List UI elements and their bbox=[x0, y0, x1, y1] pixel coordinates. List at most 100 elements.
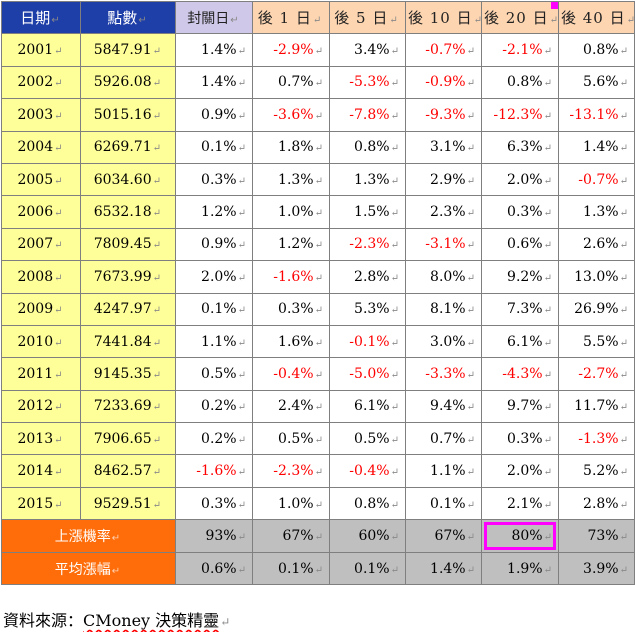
return-cell[interactable]: 0.7%↵ bbox=[252, 65, 330, 100]
points-cell[interactable]: 6034.60↵ bbox=[80, 162, 176, 197]
return-cell[interactable]: -0.1%↵ bbox=[329, 324, 406, 359]
return-cell[interactable]: 1.0%↵ bbox=[252, 195, 330, 229]
summary-cell[interactable]: 60%↵ bbox=[329, 519, 406, 553]
return-cell[interactable]: -2.3%↵ bbox=[252, 454, 330, 488]
points-cell[interactable]: 7233.69↵ bbox=[80, 389, 176, 424]
return-cell[interactable]: -2.7%↵ bbox=[558, 357, 635, 391]
year-cell[interactable]: 2002↵ bbox=[1, 65, 81, 100]
return-cell[interactable]: -7.8%↵ bbox=[329, 98, 406, 132]
return-cell[interactable]: 2.9%↵ bbox=[405, 162, 482, 197]
points-cell[interactable]: 4247.97↵ bbox=[80, 292, 176, 326]
return-cell[interactable]: 9.4%↵ bbox=[405, 389, 482, 424]
return-cell[interactable]: 1.8%↵ bbox=[252, 130, 330, 164]
return-cell[interactable]: 1.4%↵ bbox=[558, 130, 635, 164]
points-cell[interactable]: 6269.71↵ bbox=[80, 130, 176, 164]
return-cell[interactable]: -3.6%↵ bbox=[252, 98, 330, 132]
return-cell[interactable]: 3.1%↵ bbox=[405, 130, 482, 164]
year-cell[interactable]: 2005↵ bbox=[1, 162, 81, 197]
return-cell[interactable]: 2.0%↵ bbox=[175, 260, 253, 294]
return-cell[interactable]: 0.5%↵ bbox=[175, 357, 253, 391]
points-cell[interactable]: 7906.65↵ bbox=[80, 422, 176, 456]
return-cell[interactable]: 0.3%↵ bbox=[481, 422, 559, 456]
return-cell[interactable]: -1.6%↵ bbox=[175, 454, 253, 488]
return-cell[interactable]: 1.3%↵ bbox=[558, 195, 635, 229]
return-cell[interactable]: 3.0%↵ bbox=[405, 324, 482, 359]
return-cell[interactable]: 0.3%↵ bbox=[175, 486, 253, 521]
return-cell[interactable]: 11.7%↵ bbox=[558, 389, 635, 424]
return-cell[interactable]: 1.2%↵ bbox=[175, 195, 253, 229]
return-cell[interactable]: 7.3%↵ bbox=[481, 292, 559, 326]
year-cell[interactable]: 2015↵ bbox=[1, 486, 81, 521]
points-cell[interactable]: 7809.45↵ bbox=[80, 227, 176, 262]
return-cell[interactable]: 9.7%↵ bbox=[481, 389, 559, 424]
points-cell[interactable]: 8462.57↵ bbox=[80, 454, 176, 488]
return-cell[interactable]: 0.8%↵ bbox=[329, 486, 406, 521]
header-after-40[interactable]: 後 40 日↵ bbox=[558, 0, 635, 35]
points-cell[interactable]: 7441.84↵ bbox=[80, 324, 176, 359]
header-after-20[interactable]: 後 20 日↵ bbox=[481, 0, 559, 35]
return-cell[interactable]: 5.3%↵ bbox=[329, 292, 406, 326]
return-cell[interactable]: 26.9%↵ bbox=[558, 292, 635, 326]
header-after-1[interactable]: 後 1 日↵ bbox=[252, 0, 330, 35]
summary-cell[interactable]: 0.1%↵ bbox=[329, 551, 406, 586]
return-cell[interactable]: 0.3%↵ bbox=[252, 292, 330, 326]
return-cell[interactable]: 0.3%↵ bbox=[175, 162, 253, 197]
return-cell[interactable]: 0.1%↵ bbox=[405, 486, 482, 521]
return-cell[interactable]: -2.1%↵ bbox=[481, 33, 559, 67]
return-cell[interactable]: 2.8%↵ bbox=[558, 486, 635, 521]
year-cell[interactable]: 2012↵ bbox=[1, 389, 81, 424]
summary-label[interactable]: 上漲機率↵ bbox=[1, 519, 176, 553]
return-cell[interactable]: 0.1%↵ bbox=[175, 292, 253, 326]
return-cell[interactable]: 1.2%↵ bbox=[252, 227, 330, 262]
return-cell[interactable]: -4.3%↵ bbox=[481, 357, 559, 391]
return-cell[interactable]: -9.3%↵ bbox=[405, 98, 482, 132]
return-cell[interactable]: 6.1%↵ bbox=[481, 324, 559, 359]
return-cell[interactable]: 2.1%↵ bbox=[481, 486, 559, 521]
year-cell[interactable]: 2010↵ bbox=[1, 324, 81, 359]
return-cell[interactable]: 0.2%↵ bbox=[175, 422, 253, 456]
highlighted-summary-cell[interactable]: 80%↵ bbox=[481, 519, 559, 553]
return-cell[interactable]: 5.6%↵ bbox=[558, 65, 635, 100]
return-cell[interactable]: 6.1%↵ bbox=[329, 389, 406, 424]
summary-cell[interactable]: 1.9%↵ bbox=[481, 551, 559, 586]
return-cell[interactable]: -5.0%↵ bbox=[329, 357, 406, 391]
return-cell[interactable]: -5.3%↵ bbox=[329, 65, 406, 100]
return-cell[interactable]: 2.0%↵ bbox=[481, 454, 559, 488]
return-cell[interactable]: 0.9%↵ bbox=[175, 98, 253, 132]
summary-cell[interactable]: 67%↵ bbox=[252, 519, 330, 553]
points-cell[interactable]: 6532.18↵ bbox=[80, 195, 176, 229]
return-cell[interactable]: -2.9%↵ bbox=[252, 33, 330, 67]
return-cell[interactable]: -13.1%↵ bbox=[558, 98, 635, 132]
return-cell[interactable]: 6.3%↵ bbox=[481, 130, 559, 164]
year-cell[interactable]: 2006↵ bbox=[1, 195, 81, 229]
return-cell[interactable]: 1.4%↵ bbox=[175, 65, 253, 100]
summary-cell[interactable]: 0.1%↵ bbox=[252, 551, 330, 586]
return-cell[interactable]: -0.7%↵ bbox=[558, 162, 635, 197]
summary-cell[interactable]: 93%↵ bbox=[175, 519, 253, 553]
return-cell[interactable]: 1.3%↵ bbox=[329, 162, 406, 197]
return-cell[interactable]: 0.6%↵ bbox=[481, 227, 559, 262]
points-cell[interactable]: 7673.99↵ bbox=[80, 260, 176, 294]
return-cell[interactable]: 8.1%↵ bbox=[405, 292, 482, 326]
return-cell[interactable]: 8.0%↵ bbox=[405, 260, 482, 294]
year-cell[interactable]: 2009↵ bbox=[1, 292, 81, 326]
year-cell[interactable]: 2007↵ bbox=[1, 227, 81, 262]
year-cell[interactable]: 2008↵ bbox=[1, 260, 81, 294]
year-cell[interactable]: 2011↵ bbox=[1, 357, 81, 391]
year-cell[interactable]: 2001↵ bbox=[1, 33, 81, 67]
return-cell[interactable]: 0.5%↵ bbox=[329, 422, 406, 456]
points-cell[interactable]: 9145.35↵ bbox=[80, 357, 176, 391]
return-cell[interactable]: 5.2%↵ bbox=[558, 454, 635, 488]
return-cell[interactable]: -2.3%↵ bbox=[329, 227, 406, 262]
return-cell[interactable]: 5.5%↵ bbox=[558, 324, 635, 359]
return-cell[interactable]: -3.3%↵ bbox=[405, 357, 482, 391]
return-cell[interactable]: 0.1%↵ bbox=[175, 130, 253, 164]
header-date[interactable]: 日期↵ bbox=[1, 0, 81, 35]
return-cell[interactable]: -0.4%↵ bbox=[252, 357, 330, 391]
return-cell[interactable]: 3.4%↵ bbox=[329, 33, 406, 67]
year-cell[interactable]: 2014↵ bbox=[1, 454, 81, 488]
summary-cell[interactable]: 67%↵ bbox=[405, 519, 482, 553]
year-cell[interactable]: 2013↵ bbox=[1, 422, 81, 456]
return-cell[interactable]: 1.6%↵ bbox=[252, 324, 330, 359]
summary-cell[interactable]: 0.6%↵ bbox=[175, 551, 253, 586]
